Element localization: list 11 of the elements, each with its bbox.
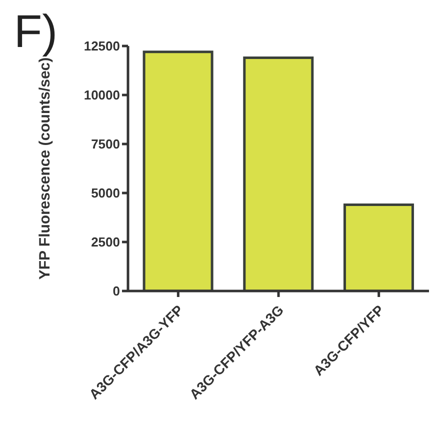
- y-tick-label: 12500: [84, 38, 120, 54]
- y-tick-label: 10000: [84, 88, 120, 103]
- bar: [343, 204, 414, 291]
- bar: [142, 50, 214, 291]
- bar: [243, 56, 314, 291]
- y-axis-title: YFP Fluorescence (counts/sec): [36, 57, 54, 280]
- y-tick-label: 7500: [91, 136, 120, 152]
- y-tick-label: 0: [112, 284, 120, 299]
- y-tick-label: 2500: [91, 234, 120, 250]
- y-tick-label: 5000: [91, 186, 120, 201]
- text: F): [14, 4, 58, 58]
